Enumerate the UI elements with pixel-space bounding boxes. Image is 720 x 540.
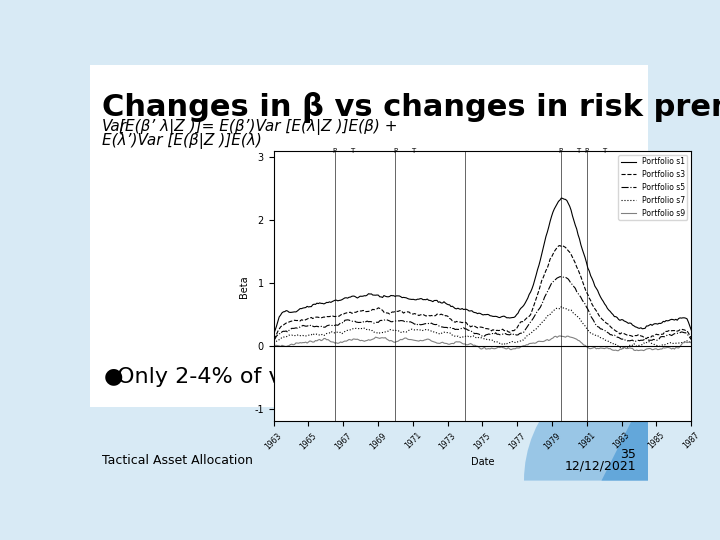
Y-axis label: Beta: Beta xyxy=(239,275,248,298)
Portfolio s3 xyxy=(518,319,526,325)
Text: [E(β’ λ|Z )]= E(β’)Var [E(λ|Z )]E(β) +: [E(β’ λ|Z )]= E(β’)Var [E(λ|Z )]E(β) + xyxy=(120,119,398,134)
Portfolio s3 xyxy=(623,332,631,338)
Line: Portfolio s5: Portfolio s5 xyxy=(274,276,691,341)
Text: T: T xyxy=(576,148,580,154)
Text: ●: ● xyxy=(104,367,123,387)
Line: Portfolio s3: Portfolio s3 xyxy=(274,246,691,340)
Portfolio s5 xyxy=(651,336,660,343)
Text: Only 2-4% of variation is due to beta’s.: Only 2-4% of variation is due to beta’s. xyxy=(117,367,554,387)
Portfolio s3 xyxy=(649,333,658,340)
Portfolio s5 xyxy=(516,330,525,336)
Portfolio s9 xyxy=(516,343,525,350)
Portfolio s9 xyxy=(624,345,633,352)
Text: 35: 35 xyxy=(621,448,636,461)
Polygon shape xyxy=(539,388,648,481)
Text: P: P xyxy=(333,148,336,154)
Portfolio s1 xyxy=(518,304,526,310)
Portfolio s7 xyxy=(518,337,526,343)
Text: T: T xyxy=(350,148,354,154)
Portfolio s7 xyxy=(651,342,660,348)
FancyBboxPatch shape xyxy=(90,408,648,481)
Portfolio s9 xyxy=(518,343,526,349)
Text: T: T xyxy=(602,148,606,154)
Portfolio s1 xyxy=(516,305,525,312)
Portfolio s9 xyxy=(269,342,278,349)
X-axis label: Date: Date xyxy=(471,456,494,467)
Wedge shape xyxy=(524,357,648,481)
Text: P: P xyxy=(559,148,563,154)
Portfolio s5 xyxy=(518,330,526,336)
Portfolio s1 xyxy=(623,319,631,326)
Portfolio s3 xyxy=(687,335,696,341)
Portfolio s9 xyxy=(271,342,279,349)
Portfolio s9 xyxy=(525,340,534,347)
Portfolio s3 xyxy=(556,242,564,249)
Text: Tactical Asset Allocation: Tactical Asset Allocation xyxy=(102,454,253,467)
Portfolio s1 xyxy=(271,327,279,334)
Portfolio s3 xyxy=(269,336,278,343)
Portfolio s1 xyxy=(649,321,658,327)
Portfolio s3 xyxy=(271,334,279,340)
Line: Portfolio s9: Portfolio s9 xyxy=(274,336,691,350)
Line: Portfolio s7: Portfolio s7 xyxy=(274,307,691,349)
Legend: Portfolio s1, Portfolio s3, Portfolio s5, Portfolio s7, Portfolio s9: Portfolio s1, Portfolio s3, Portfolio s5… xyxy=(618,155,688,220)
Portfolio s5 xyxy=(557,273,566,280)
Portfolio s3 xyxy=(516,319,525,325)
Portfolio s7 xyxy=(624,343,633,349)
Text: E(λ’)Var [E(β|Z )]E(λ): E(λ’)Var [E(β|Z )]E(λ) xyxy=(102,132,261,149)
Portfolio s1 xyxy=(557,195,566,201)
Portfolio s9 xyxy=(613,347,621,354)
Portfolio s5 xyxy=(269,338,278,344)
Text: P: P xyxy=(585,148,589,154)
Text: Changes in β vs changes in risk premium: Changes in β vs changes in risk premium xyxy=(102,92,720,123)
Portfolio s5 xyxy=(629,338,638,345)
Line: Portfolio s1: Portfolio s1 xyxy=(274,198,691,334)
Portfolio s9 xyxy=(651,346,660,352)
Portfolio s1 xyxy=(525,291,534,298)
FancyBboxPatch shape xyxy=(90,65,648,411)
Portfolio s5 xyxy=(687,336,696,343)
Portfolio s7 xyxy=(516,338,525,344)
Portfolio s5 xyxy=(271,335,279,342)
Portfolio s5 xyxy=(525,321,534,327)
Text: T: T xyxy=(410,148,415,154)
Portfolio s5 xyxy=(623,338,631,344)
Portfolio s7 xyxy=(525,331,534,338)
Portfolio s7 xyxy=(687,339,696,345)
Text: 12/12/2021: 12/12/2021 xyxy=(564,460,636,473)
Portfolio s1 xyxy=(269,331,278,338)
Portfolio s3 xyxy=(525,313,534,320)
Portfolio s7 xyxy=(271,339,279,346)
Portfolio s7 xyxy=(557,303,566,310)
Portfolio s7 xyxy=(618,346,627,352)
Portfolio s9 xyxy=(687,340,696,346)
Text: P: P xyxy=(393,148,397,154)
Text: Var: Var xyxy=(102,119,127,134)
Portfolio s7 xyxy=(269,340,278,346)
Portfolio s9 xyxy=(556,333,564,339)
Portfolio s1 xyxy=(687,327,696,333)
